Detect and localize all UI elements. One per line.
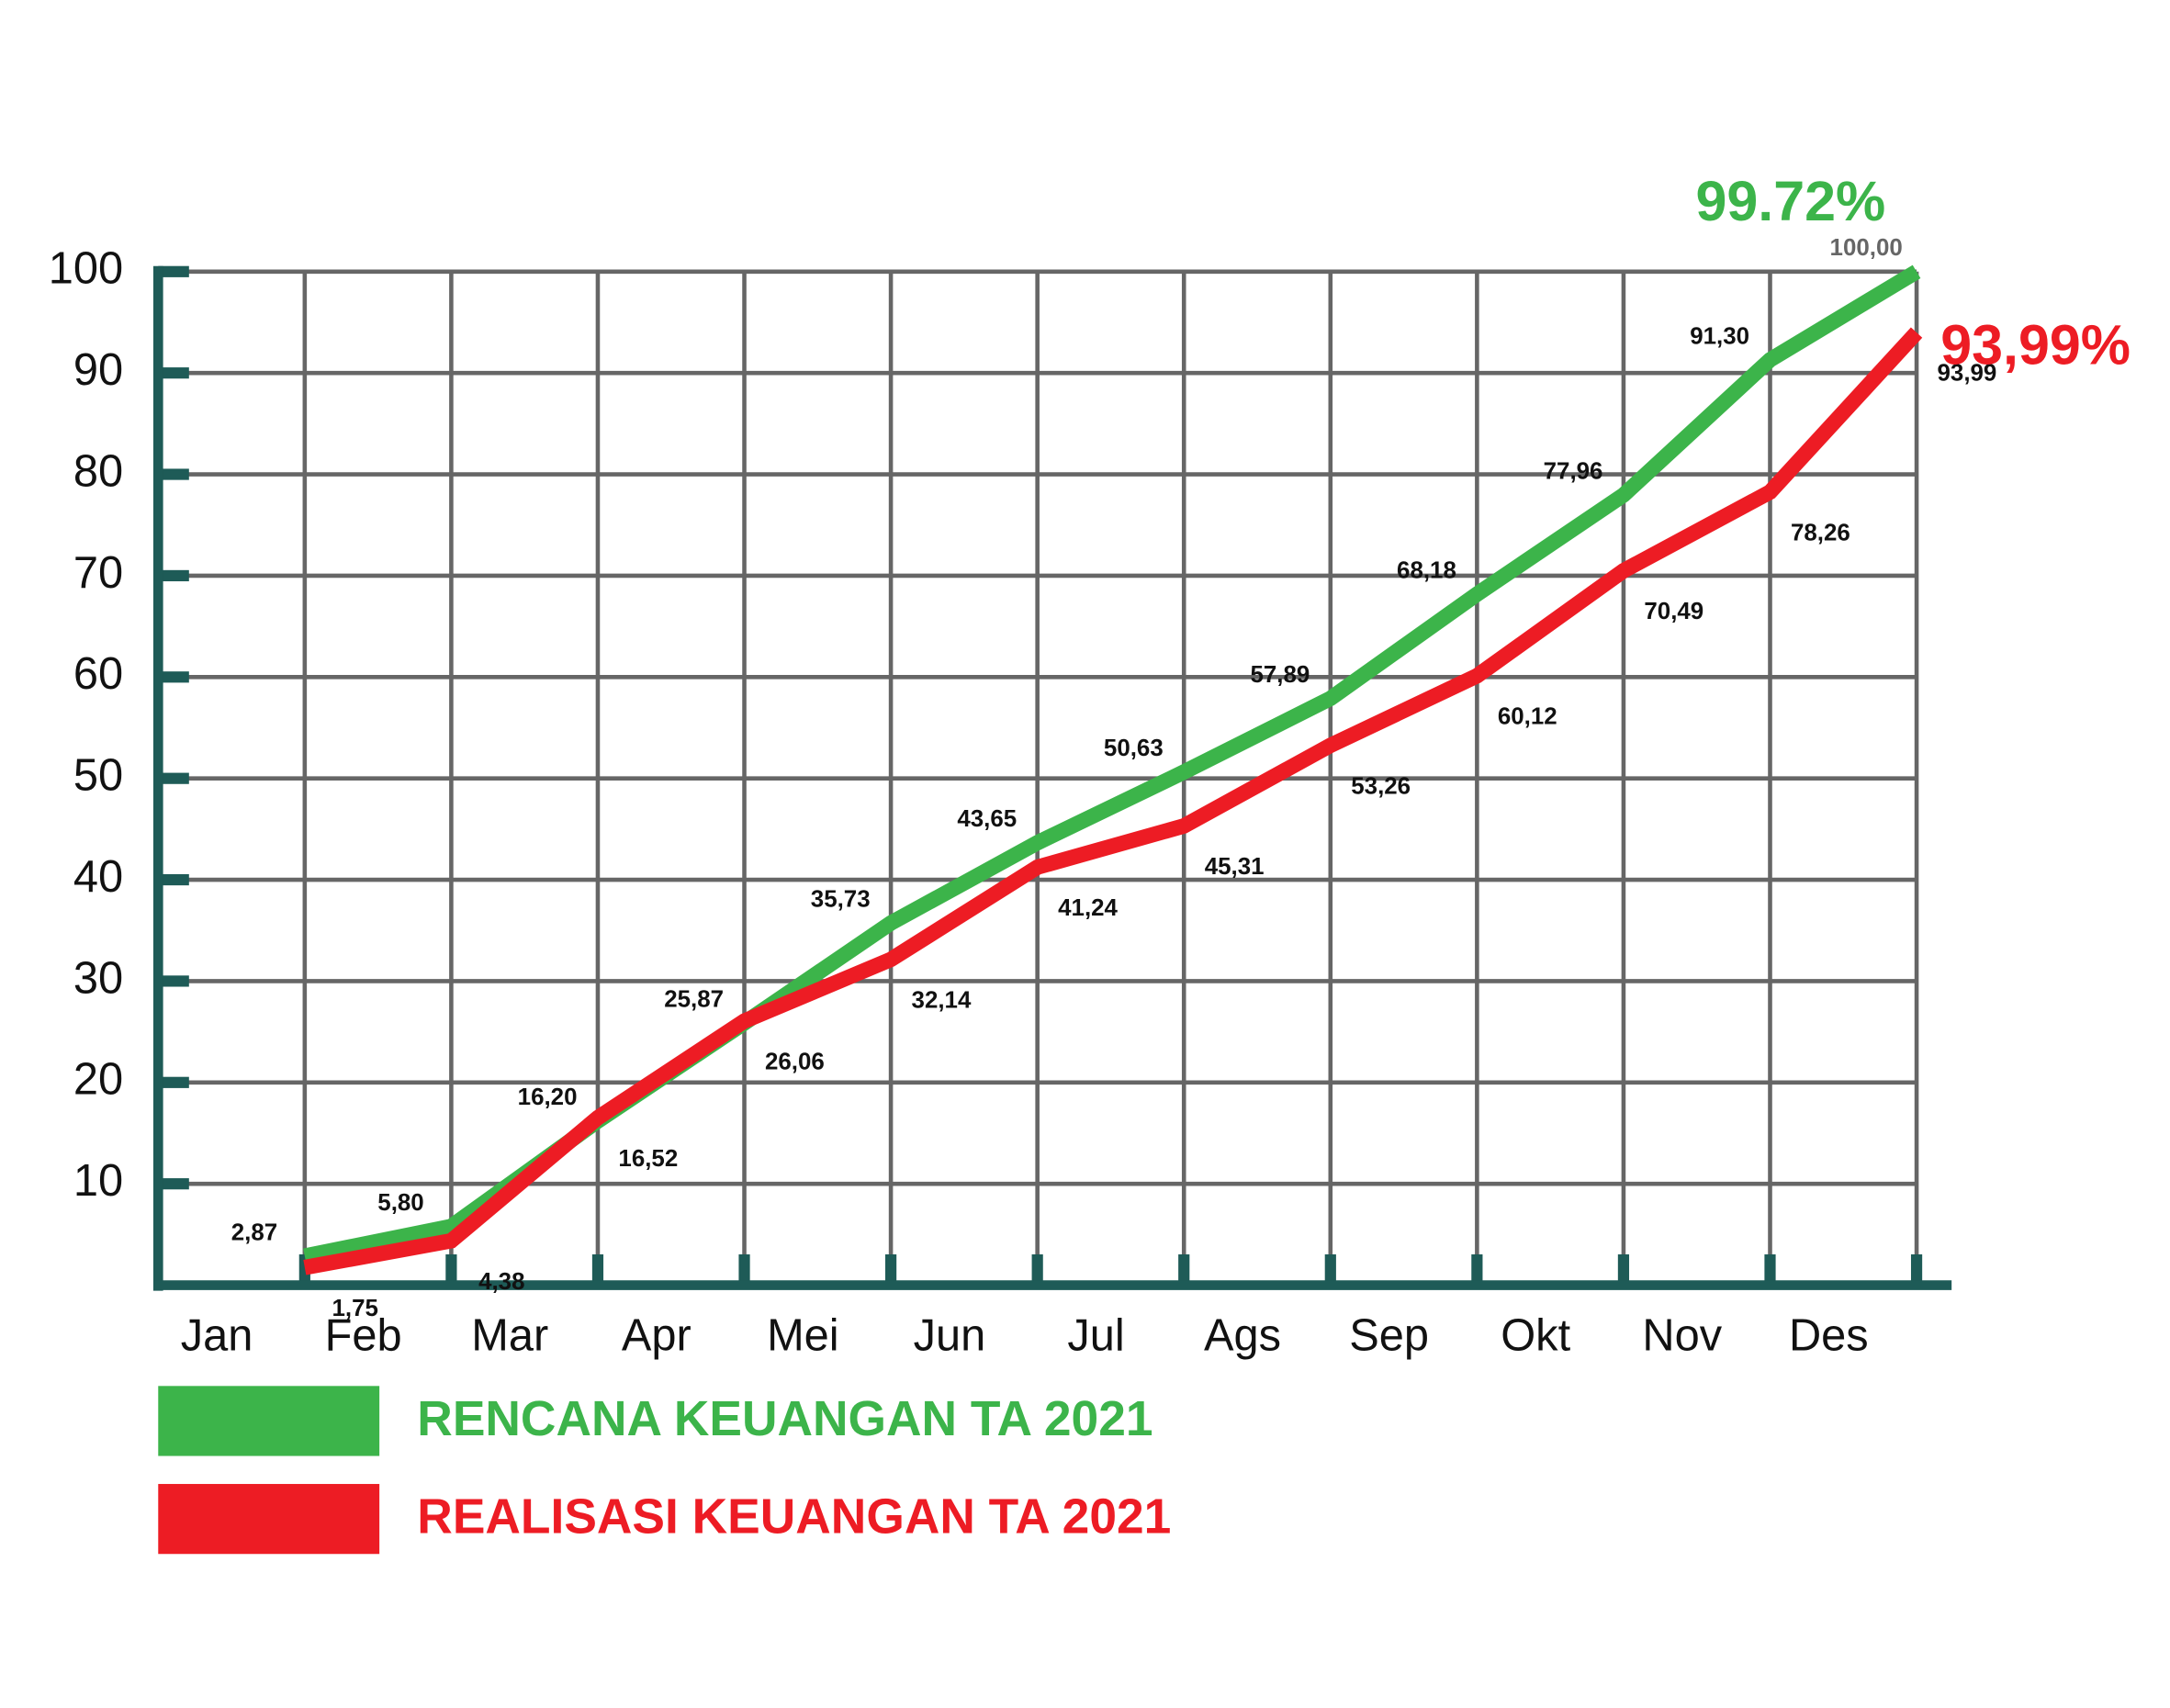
x-tick-label: Mei [767,1310,839,1360]
legend-label: REALISASI KEUANGAN TA 2021 [417,1490,1171,1545]
grid [158,269,1919,1286]
x-tick-label: Jun [914,1310,986,1360]
x-tick-label: Nov [1642,1310,1722,1360]
x-tick-mark [738,1254,750,1286]
legend-swatch [158,1484,380,1555]
data-label: 50,63 [1104,736,1164,761]
y-tick-mark [158,772,189,784]
x-tick-mark [885,1254,897,1286]
data-label: 26,06 [765,1049,825,1074]
x-tick-label: Jan [181,1310,253,1360]
legend-swatch [158,1386,380,1456]
y-tick-mark [158,1178,189,1190]
x-tick-label: Feb [325,1310,402,1360]
y-tick-mark [158,671,189,683]
y-tick-label: 40 [73,852,123,902]
data-label: 45,31 [1205,854,1265,880]
annotation: 99.72% [1695,170,1885,232]
x-tick-label: Mar [471,1310,548,1360]
y-tick-label: 50 [73,751,123,801]
data-label: 60,12 [1498,704,1557,730]
x-tick-mark [591,1254,604,1286]
x-tick-label: Des [1789,1310,1869,1360]
y-tick-label: 10 [73,1156,123,1206]
plot: 2,87 5,80 16,20 25,87 35,73 43,65 50,63 57,89 68… [158,170,2131,1555]
x-tick-mark [1031,1254,1043,1286]
data-label: 4,38 [478,1269,524,1295]
x-tick-mark [1764,1254,1776,1286]
data-label: 16,20 [518,1084,578,1110]
data-label: 2,87 [231,1219,277,1245]
data-label: 53,26 [1351,773,1411,799]
x-tick-label: Ags [1204,1310,1281,1360]
data-label: 1,75 [332,1296,378,1321]
x-tick-label: Apr [622,1310,691,1360]
y-tick-mark [158,873,189,886]
annotation: 93,99% [1940,314,2131,376]
y-tick-mark [158,367,189,379]
data-label: 25,87 [664,986,724,1012]
data-label: 16,52 [618,1146,678,1172]
y-tick-label: 90 [73,345,123,395]
y-tick-mark [158,468,189,480]
y-tick-mark [158,1076,189,1088]
series-line [303,327,1923,1275]
x-tick-mark [1324,1254,1336,1286]
axes: 10 20 30 40 50 60 70 80 90 100 Jan Feb Mar Apr Mei Jun J… [49,244,1952,1360]
data-label: 43,65 [957,806,1017,832]
data-label: 70,49 [1644,599,1703,624]
data-label: 5,80 [377,1190,423,1216]
y-tick-mark [158,569,189,582]
data-label: 93,99 [1938,361,1997,387]
data-label: 41,24 [1058,895,1118,921]
y-tick-mark [158,265,189,277]
x-tick-mark [1617,1254,1630,1286]
y-tick-label: 20 [73,1055,123,1105]
data-label: 78,26 [1791,520,1850,545]
x-tick-mark [1178,1254,1190,1286]
x-tick-label: Okt [1501,1310,1570,1360]
y-tick-label: 60 [73,649,123,699]
x-tick-mark [445,1254,457,1286]
data-label: 91,30 [1690,323,1749,349]
y-tick-label: 70 [73,548,123,598]
x-tick-label: Sep [1349,1310,1429,1360]
x-tick-mark [1910,1254,1923,1286]
x-tick-mark [1471,1254,1483,1286]
y-tick-label: 100 [49,244,123,294]
data-label: 35,73 [811,887,871,913]
y-tick-label: 30 [73,953,123,1003]
y-tick-label: 80 [73,446,123,496]
legend-label: RENCANA KEUANGAN TA 2021 [417,1392,1152,1446]
data-label: 68,18 [1397,557,1456,583]
data-label: 32,14 [912,987,972,1013]
data-label: 100,00 [1830,235,1903,261]
data-label: 77,96 [1544,459,1603,485]
data-label: 57,89 [1250,662,1310,688]
x-tick-label: Jul [1067,1310,1124,1360]
y-tick-mark [158,975,189,987]
